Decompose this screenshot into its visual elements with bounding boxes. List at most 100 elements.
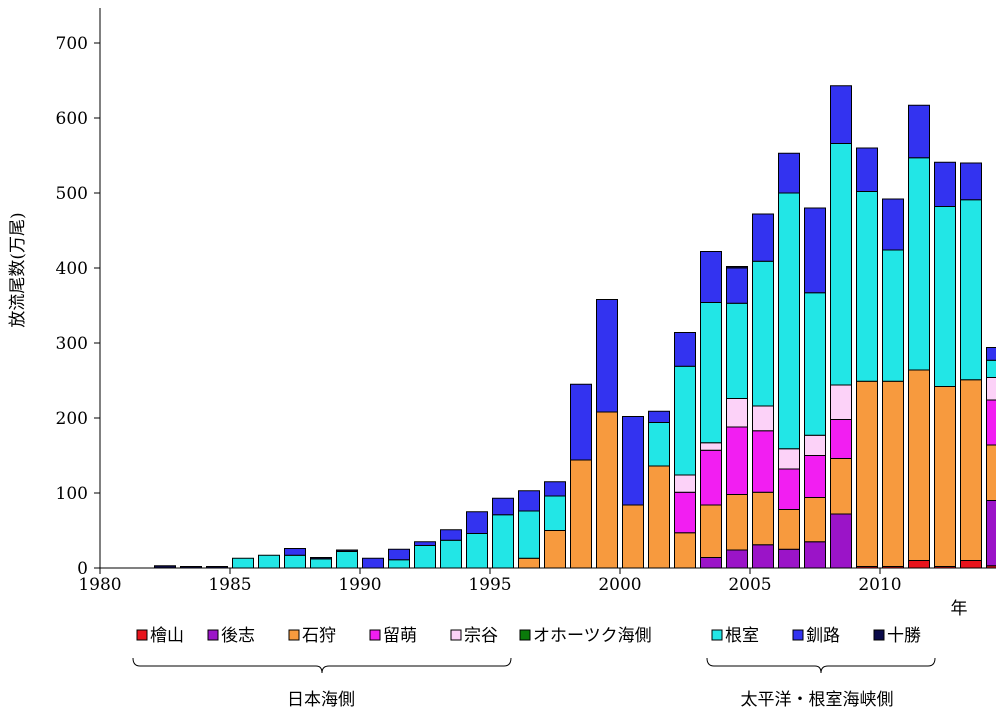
legend-swatch xyxy=(519,629,531,641)
bar-segment xyxy=(752,405,774,432)
bar-segment xyxy=(700,504,722,558)
bar-segment xyxy=(440,539,462,569)
bar-segment xyxy=(726,549,748,569)
bar-segment xyxy=(700,251,722,303)
bar-segment xyxy=(830,513,852,569)
y-tick-label: 700 xyxy=(56,34,88,54)
bar-segment xyxy=(674,365,696,476)
bar-segment xyxy=(908,560,930,569)
bar-segment xyxy=(882,198,904,251)
legend-label: 檜山 xyxy=(150,625,184,646)
bar-segment xyxy=(804,207,826,294)
bar-segment xyxy=(934,386,956,567)
bar-segment xyxy=(518,490,540,512)
bar-segment xyxy=(336,551,358,569)
legend-label: オホーツク海側 xyxy=(533,626,652,646)
bar-segment xyxy=(518,510,540,559)
bar-segment xyxy=(934,206,956,387)
pacific-bracket xyxy=(706,657,936,674)
bar-segment xyxy=(882,380,904,567)
bar-segment xyxy=(726,266,748,269)
bar-segment xyxy=(544,495,566,531)
x-tick-label: 1990 xyxy=(338,575,381,595)
bar-segment xyxy=(700,449,722,506)
legend-label: 根室 xyxy=(725,626,759,646)
bar-segment xyxy=(284,554,306,569)
bar-segment xyxy=(570,383,592,461)
y-tick-label: 0 xyxy=(77,559,88,579)
bar-segment xyxy=(726,302,748,399)
x-tick-label: 1980 xyxy=(78,575,121,595)
bar-segment xyxy=(960,162,982,201)
x-tick-label: 2010 xyxy=(858,575,901,595)
legend-swatch xyxy=(792,629,804,641)
bar-segment xyxy=(232,557,254,569)
bar-segment xyxy=(622,504,644,569)
bar-segment xyxy=(856,380,878,567)
bar-segment xyxy=(570,459,592,569)
bar-segment xyxy=(830,85,852,144)
y-tick-label: 100 xyxy=(56,484,88,504)
bar-segment xyxy=(726,398,748,428)
bar-segment xyxy=(986,347,996,361)
bar-segment xyxy=(726,494,748,551)
bar-segment xyxy=(804,434,826,456)
bar-segment xyxy=(544,481,566,497)
y-axis-title: 放流尾数(万尾) xyxy=(8,212,28,327)
legend-label: 後志 xyxy=(221,626,255,646)
x-tick-label: 1985 xyxy=(208,575,251,595)
bar-segment xyxy=(388,548,410,561)
legend-swatch xyxy=(369,629,381,641)
bar-segment xyxy=(934,161,956,207)
bar-segment xyxy=(700,302,722,444)
y-tick-label: 200 xyxy=(56,409,88,429)
bar-segment xyxy=(700,442,722,451)
x-tick-label: 1995 xyxy=(468,575,511,595)
bar-segment xyxy=(908,104,930,159)
group-label-japan-sea: 日本海側 xyxy=(287,690,355,710)
legend-label: 釧路 xyxy=(806,626,840,646)
bar-segment xyxy=(804,541,826,569)
bar-segment xyxy=(336,549,358,552)
group-label-pacific: 太平洋・根室海峡側 xyxy=(741,690,894,710)
legend-swatch xyxy=(873,629,885,641)
y-tick-label: 300 xyxy=(56,334,88,354)
bar-segment xyxy=(362,557,384,569)
japan-sea-bracket xyxy=(132,657,512,674)
bar-segment xyxy=(804,292,826,436)
bar-segment xyxy=(284,548,306,556)
bar-segment xyxy=(986,399,996,446)
bar-segment xyxy=(804,455,826,498)
legend-label: 石狩 xyxy=(302,626,336,646)
bar-segment xyxy=(882,249,904,382)
bar-segment xyxy=(752,213,774,262)
bar-segment xyxy=(726,426,748,495)
bar-segment xyxy=(466,511,488,534)
bar-segment xyxy=(830,458,852,515)
bar-segment xyxy=(856,147,878,192)
bar-segment xyxy=(700,557,722,569)
bar-segment xyxy=(908,157,930,371)
bar-segment xyxy=(726,267,748,304)
bar-segment xyxy=(830,143,852,386)
bar-segment xyxy=(622,416,644,506)
bar-segment xyxy=(752,491,774,546)
bar-segment xyxy=(310,558,332,569)
bar-segment xyxy=(492,497,514,516)
bar-segment xyxy=(986,359,996,378)
x-ticks: 1980 1985 1990 1995 2000 2005 2010 xyxy=(78,568,902,595)
x-axis-title: 年 xyxy=(951,599,968,619)
bar-segment xyxy=(778,448,800,470)
y-tick-label: 400 xyxy=(56,259,88,279)
bar-segment xyxy=(596,411,618,569)
legend-swatch xyxy=(136,629,148,641)
y-tick-label: 600 xyxy=(56,109,88,129)
bar-segment xyxy=(518,557,540,569)
legend-swatch xyxy=(288,629,300,641)
bar-segment xyxy=(830,384,852,420)
bar-segment xyxy=(986,500,996,567)
bar-segment xyxy=(674,474,696,493)
bar-segment xyxy=(648,465,670,569)
y-tick-label: 500 xyxy=(56,184,88,204)
